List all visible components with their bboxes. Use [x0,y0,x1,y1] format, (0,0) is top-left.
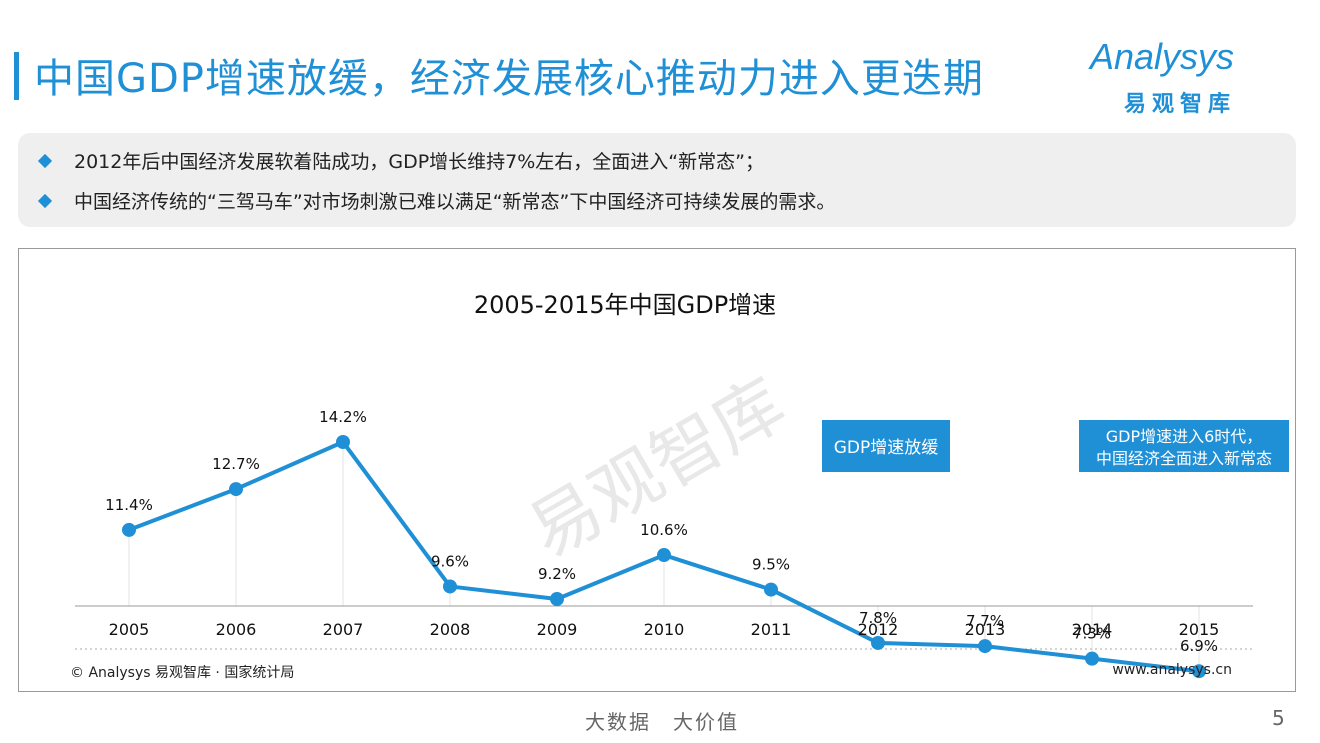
x-tick-label: 2009 [537,620,578,639]
chart-title: 2005-2015年中国GDP增速 [474,291,776,319]
data-label: 10.6% [640,521,688,539]
annotation-box [1079,420,1289,472]
data-point [1085,651,1099,666]
data-point [978,639,992,654]
diamond-bullet-icon [37,153,53,168]
data-label: 7.7% [966,612,1004,630]
data-point [336,435,350,449]
data-label: 9.6% [431,552,469,570]
logo-wordmark: Analysys [1090,36,1235,77]
data-label: 9.5% [752,556,790,574]
watermark-text: 易观智库 [515,363,798,574]
page-number: 5 [1272,706,1285,730]
data-point [657,548,671,563]
annotation-box [822,420,950,472]
x-tick-label: 2015 [1179,620,1220,639]
x-tick-label: 2008 [430,620,471,639]
analysys-logo: Analysys 易观智库 [1090,36,1280,117]
annotation-text: GDP增速进入6时代， [1106,427,1263,446]
bullet-text: 中国经济传统的“三驾马车”对市场刺激已难以满足“新常态”下中国经济可持续发展的需… [74,191,836,213]
data-point [229,482,243,497]
bullet-text: 2012年后中国经济发展软着陆成功，GDP增长维持7%左右，全面进入“新常态”； [74,151,764,173]
footer-slogan: 大数据 大价值 [585,710,739,734]
gdp-growth-chart: 易观智库 2005-2015年中国GDP增速 11.4% 2005 12.7% 2006 1… [75,291,1289,679]
data-label: 6.9% [1180,637,1218,655]
data-point [550,592,564,606]
data-label: 7.3% [1073,625,1111,643]
diamond-bullet-icon [37,193,53,208]
data-label: 12.7% [212,455,260,473]
data-label: 11.4% [105,496,153,514]
summary-bullet: 中国经济传统的“三驾马车”对市场刺激已难以满足“新常态”下中国经济可持续发展的需… [37,187,836,214]
data-label: 9.2% [538,565,576,583]
chart-panel: 易观智库 2005-2015年中国GDP增速 11.4% 2005 12.7% 2006 1… [18,248,1296,692]
data-source: © Analysys 易观智库 · 国家统计局 [70,665,295,681]
annotation-text: GDP增速放缓 [834,438,939,458]
x-tick-label: 2006 [216,620,257,639]
data-point [443,579,457,594]
x-tick-label: 2013 [965,620,1006,639]
summary-box: 2012年后中国经济发展软着陆成功，GDP增长维持7%左右，全面进入“新常态”；… [18,133,1296,227]
data-point [1192,664,1206,679]
data-label: 14.2% [319,408,367,426]
page-title: 中国GDP增速放缓，经济发展核心推动力进入更迭期 [34,56,984,102]
title-accent-bar [14,52,19,100]
summary-bullet: 2012年后中国经济发展软着陆成功，GDP增长维持7%左右，全面进入“新常态”； [37,147,764,174]
data-point [122,522,136,537]
data-point [764,582,778,597]
x-tick-label: 2014 [1072,620,1113,639]
x-tick-label: 2010 [644,620,685,639]
logo-chinese-name: 易观智库 [1124,92,1237,117]
x-tick-label: 2012 [858,620,899,639]
annotation-text: 中国经济全面进入新常态 [1096,449,1272,468]
x-tick-label: 2007 [323,620,364,639]
data-label: 7.8% [859,609,897,627]
website-url: www.analysys.cn [1112,662,1232,678]
x-tick-label: 2005 [109,620,150,639]
data-point [871,635,885,650]
x-tick-label: 2011 [751,620,792,639]
